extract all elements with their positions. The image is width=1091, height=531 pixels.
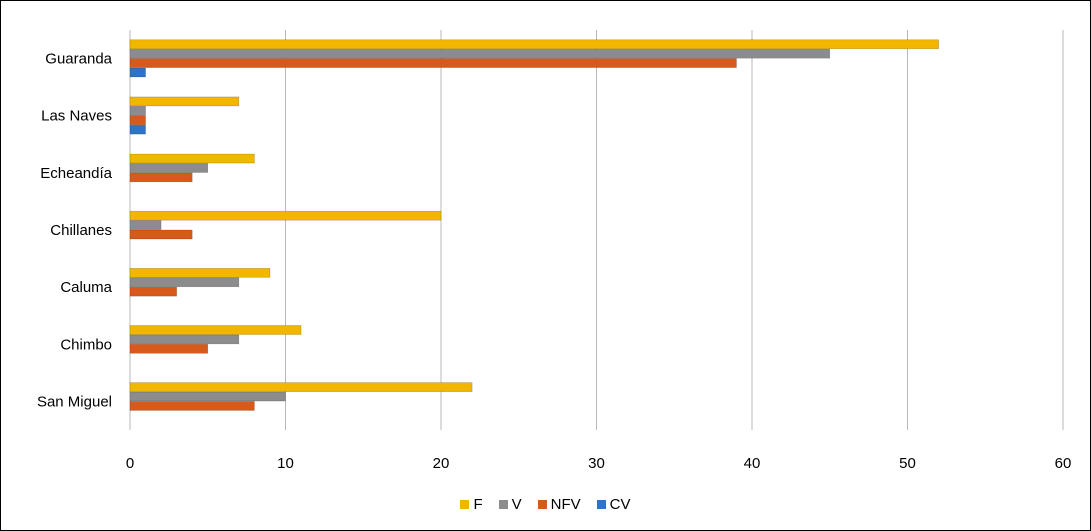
legend-item-v: V [498,496,522,513]
bars [129,39,939,411]
bar-f-5 [129,325,302,335]
x-tick-label: 30 [588,455,605,472]
x-tick-label: 0 [126,455,134,472]
bar-v-3 [129,220,162,230]
category-label: San Miguel [37,393,112,410]
category-label: Caluma [60,279,112,296]
x-tick-label: 50 [899,455,916,472]
bar-nfv-5 [129,343,209,354]
legend-swatch [596,500,606,509]
bar-nfv-6 [129,401,255,411]
x-tick-label: 10 [277,455,294,472]
category-label: Chimbo [60,336,112,353]
bar-nfv-4 [129,286,177,297]
category-label: Las Naves [41,108,112,125]
bar-nfv-2 [129,172,193,183]
legend-label: CV [609,496,631,513]
bar-v-1 [129,106,146,116]
bar-f-0 [129,39,939,50]
category-label: Guaranda [45,51,112,68]
bar-v-4 [129,277,240,288]
legend-label: F [473,496,483,513]
bar-cv-1 [129,124,146,135]
bar-f-1 [129,96,240,107]
bar-nfv-3 [129,229,193,240]
legend-swatch [460,500,470,509]
x-tick-labels: 0 10 20 30 40 50 60 [126,455,1072,472]
legend-label: NFV [550,496,581,513]
category-labels: Guaranda Las Naves Echeandía Chillanes Calum… [37,51,113,411]
legend: F V NFV CV [0,496,1091,513]
bar-nfv-1 [129,115,146,126]
bar-v-6 [129,391,286,402]
bar-f-4 [129,268,271,278]
x-tick-label: 60 [1055,455,1072,472]
bar-f-3 [129,210,442,221]
legend-label: V [511,496,522,513]
x-tick-label: 20 [433,455,450,472]
bar-v-2 [129,163,209,173]
legend-item-f: F [460,496,483,513]
x-tick-label: 40 [744,455,761,472]
bar-v-5 [129,334,240,345]
legend-swatch [537,500,547,509]
legend-swatch [498,500,508,509]
bar-f-2 [129,153,255,164]
bar-cv-0 [129,67,146,78]
bar-f-6 [129,382,473,392]
bar-v-0 [129,48,831,59]
category-label: Chillanes [50,222,112,239]
grid-lines [129,30,1064,430]
legend-item-cv: CV [596,496,631,513]
category-label: Echeandía [40,165,112,182]
bar-nfv-0 [129,58,737,68]
legend-item-nfv: NFV [537,496,581,513]
